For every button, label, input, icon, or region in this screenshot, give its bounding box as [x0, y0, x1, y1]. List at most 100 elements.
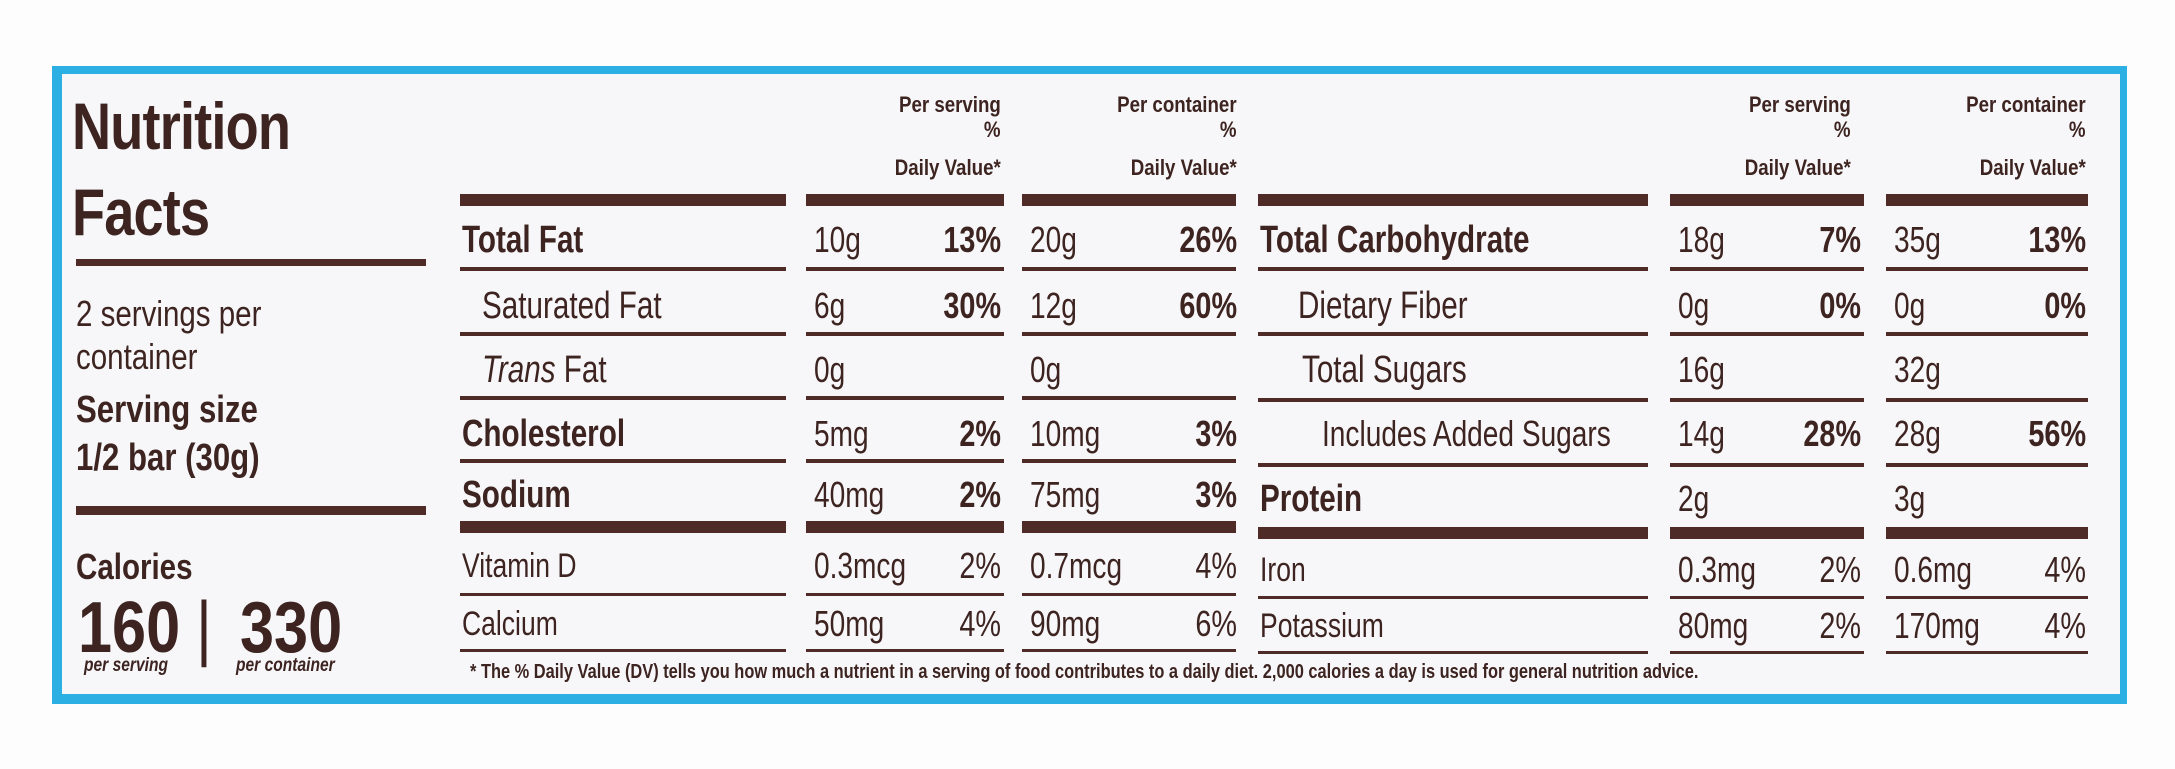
hdr-right-container-pct: % — [2069, 117, 2086, 142]
nutrition-label — [62, 74, 2120, 694]
container-dv: 6% — [1195, 603, 1237, 644]
thick-rule — [1022, 194, 1236, 206]
serving-amount: 10g — [814, 219, 861, 260]
serving-dv: 2% — [959, 545, 1001, 586]
thick-rule — [1670, 194, 1864, 206]
row-rule — [1258, 332, 1648, 336]
thick-rule — [1886, 527, 2088, 539]
container-dv: 3% — [1195, 413, 1237, 454]
row-rule — [806, 649, 1004, 652]
row-rule — [460, 593, 786, 596]
container-amount: 0g — [1894, 285, 1926, 326]
trans-fat-suffix: Fat — [555, 349, 607, 391]
table-row: Saturated Fat 6g 30% 12g 60% — [0, 284, 2175, 328]
row-rule — [1886, 596, 2088, 599]
row-rule — [1670, 267, 1864, 271]
serving-dv: 28% — [1803, 413, 1861, 454]
thick-rule — [1670, 527, 1864, 539]
serving-amount: 18g — [1678, 219, 1725, 260]
row-rule — [806, 396, 1004, 400]
container-amount: 170mg — [1894, 605, 1980, 646]
serving-amount: 5mg — [814, 413, 869, 454]
hdr-right-container-dv: Daily Value* — [1979, 155, 2086, 180]
row-rule — [1258, 267, 1648, 271]
thick-rule — [1258, 527, 1648, 539]
table-row: Potassium 80mg 2% 170mg 4% — [0, 604, 2175, 648]
row-rule — [460, 396, 786, 400]
per-serving-caption: per serving — [84, 655, 168, 676]
container-amount: 35g — [1894, 219, 1941, 260]
container-amount: 0.6mg — [1894, 549, 1973, 590]
container-dv: 26% — [1179, 219, 1237, 260]
calories-label: Calories — [76, 546, 193, 587]
hdr-left-serving-dv: Daily Value* — [894, 155, 1001, 180]
container-dv: 3% — [1195, 474, 1237, 515]
serving-rule — [76, 506, 426, 515]
row-rule — [460, 332, 786, 336]
serving-amount: 2g — [1678, 478, 1710, 519]
nutrient-name: Trans Fat — [482, 348, 607, 392]
container-amount: 90mg — [1030, 603, 1101, 644]
hdr-left-container-pct: % — [1220, 117, 1237, 142]
container-dv: 13% — [2028, 219, 2086, 260]
container-dv: 4% — [1195, 545, 1237, 586]
row-rule — [1258, 463, 1648, 467]
table-row: Vitamin D 0.3mcg 2% 0.7mcg 4% — [0, 544, 2175, 588]
serving-size-label: Serving size — [76, 389, 258, 431]
per-container-caption: per container — [236, 655, 335, 676]
serving-amount: 50mg — [814, 603, 885, 644]
row-rule — [1258, 651, 1648, 654]
table-row: Trans Fat 0g 0g — [0, 348, 2175, 392]
table-row: Protein 2g 3g — [0, 477, 2175, 521]
serving-amount: 0.3mcg — [814, 545, 907, 586]
calories-divider: | — [196, 588, 212, 668]
hdr-right-container-line1: Per container — [1966, 92, 2086, 117]
serving-amount: 80mg — [1678, 605, 1749, 646]
nutrient-name: Includes Added Sugars — [1322, 413, 1611, 454]
row-rule — [1022, 593, 1236, 596]
table-row: Iron 0.3mg 2% 0.6mg 4% — [0, 548, 2175, 592]
title-line1: Nutrition — [72, 89, 291, 163]
serving-amount: 14g — [1678, 413, 1725, 454]
table-row: Dietary Fiber 0g 0% 0g 0% — [0, 284, 2175, 328]
serving-amount: 0g — [814, 349, 846, 390]
hdr-left-serving-line1: Per serving — [899, 92, 1001, 117]
row-rule — [1022, 396, 1236, 400]
row-rule — [806, 267, 1004, 271]
row-rule — [1886, 463, 2088, 467]
calories-per-container: 330 — [240, 588, 343, 668]
title-line2: Facts — [72, 175, 210, 249]
serving-amount: 16g — [1678, 349, 1725, 390]
nutrient-name: Iron — [1260, 551, 1306, 589]
container-amount: 0.7mcg — [1030, 545, 1123, 586]
container-dv: 4% — [2044, 549, 2086, 590]
nutrient-name: Cholesterol — [462, 413, 626, 455]
row-rule — [1670, 398, 1864, 402]
row-rule — [1022, 459, 1236, 463]
hdr-right-serving-pct: % — [1834, 117, 1851, 142]
row-rule — [460, 649, 786, 652]
daily-value-footnote: * The % Daily Value (DV) tells you how m… — [470, 661, 1699, 683]
serving-amount: 0g — [1678, 285, 1710, 326]
nutrient-name: Dietary Fiber — [1298, 285, 1468, 327]
row-rule — [1670, 651, 1864, 654]
thick-rule — [460, 194, 786, 206]
thick-rule — [806, 521, 1004, 533]
container-amount: 12g — [1030, 285, 1077, 326]
table-row: Cholesterol 5mg 2% 10mg 3% — [0, 412, 2175, 456]
serving-dv: 2% — [1819, 549, 1861, 590]
container-amount: 0g — [1030, 349, 1062, 390]
row-rule — [460, 459, 786, 463]
nutrient-name: Potassium — [1260, 607, 1384, 645]
table-row: Total Sugars 16g 32g — [0, 348, 2175, 392]
nutrient-name: Total Fat — [462, 219, 584, 261]
thick-rule — [1258, 194, 1648, 206]
container-dv: 0% — [2044, 285, 2086, 326]
table-row: Sodium 40mg 2% 75mg 3% — [0, 473, 2175, 517]
container-dv: 4% — [2044, 605, 2086, 646]
row-rule — [460, 267, 786, 271]
row-rule — [806, 459, 1004, 463]
nutrient-name: Vitamin D — [462, 547, 577, 585]
hdr-left-container-dv: Daily Value* — [1130, 155, 1237, 180]
nutrient-name: Sodium — [462, 474, 571, 516]
